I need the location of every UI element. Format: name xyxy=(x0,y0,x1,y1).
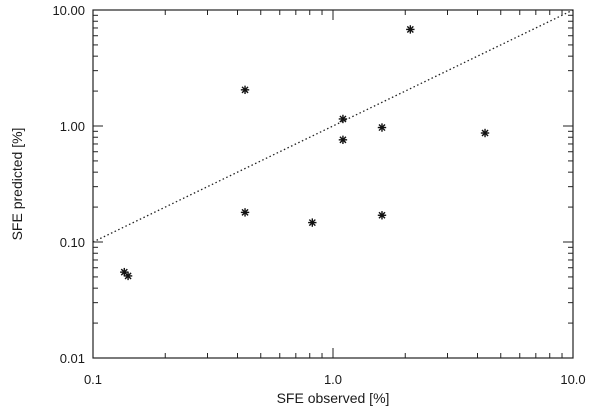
data-point xyxy=(377,211,387,220)
plot-frame xyxy=(92,9,574,359)
data-point xyxy=(406,25,415,34)
y-axis-label: SFE predicted [%] xyxy=(9,128,25,241)
data-point xyxy=(480,128,490,138)
data-point xyxy=(240,85,250,95)
data-point xyxy=(123,271,133,281)
x-tick-label: 10.0 xyxy=(560,372,585,387)
data-point xyxy=(240,208,250,217)
data-point xyxy=(377,123,387,132)
reference-line xyxy=(92,9,574,243)
data-points xyxy=(120,25,490,281)
axis-ticks xyxy=(92,9,574,359)
data-point xyxy=(338,135,348,145)
data-point xyxy=(338,114,348,124)
x-tick-label: 0.1 xyxy=(84,372,102,387)
x-tick-label: 1.0 xyxy=(324,372,342,387)
data-point xyxy=(308,218,317,227)
y-tick-label: 1.00 xyxy=(60,119,85,134)
y-tick-label: 10.00 xyxy=(52,3,85,18)
y-tick-label: 0.01 xyxy=(60,351,85,366)
y-tick-label: 0.10 xyxy=(60,235,85,250)
reference-line-group xyxy=(92,9,574,243)
tick-labels: 0.1 1.0 10.0 0.01 0.10 1.00 10.00 xyxy=(52,3,585,387)
x-axis-label: SFE observed [%] xyxy=(277,390,390,406)
plot-area-border xyxy=(92,9,574,359)
